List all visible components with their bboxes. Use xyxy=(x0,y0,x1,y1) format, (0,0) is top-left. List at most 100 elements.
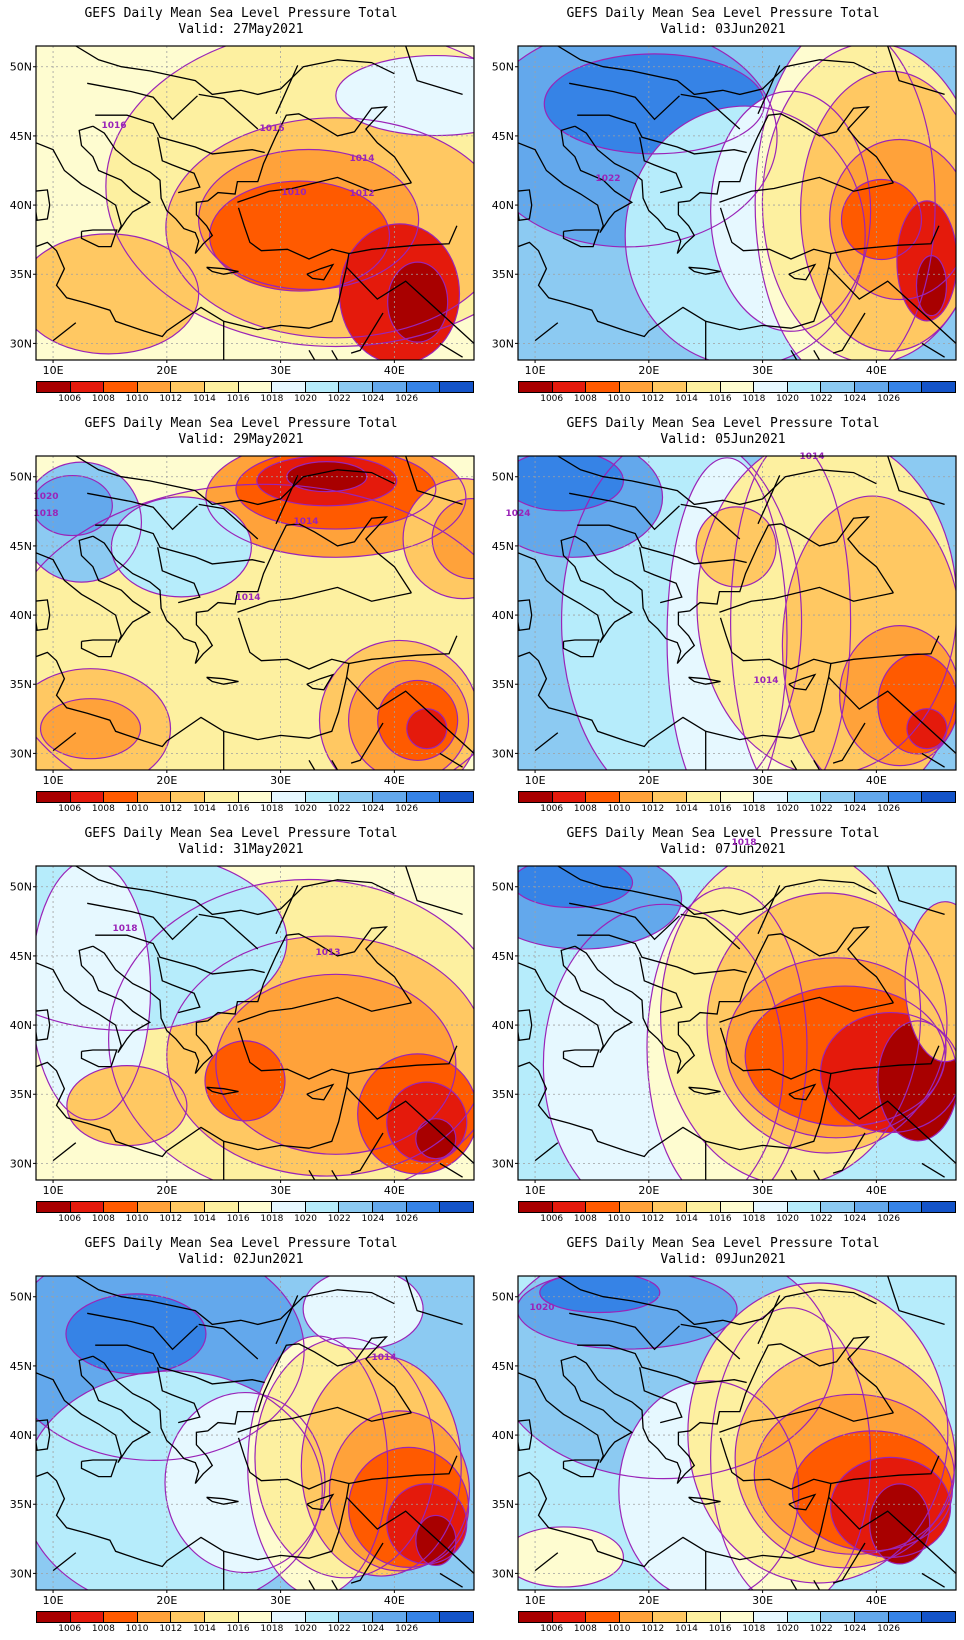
coastline-border xyxy=(921,342,945,358)
coastline-border xyxy=(92,926,412,1074)
coastline-border xyxy=(350,312,384,354)
isobar-label: 1018 xyxy=(33,509,58,519)
isobar-line xyxy=(518,866,634,909)
coastline-border xyxy=(306,263,335,281)
colorbar-label: 1016 xyxy=(708,1624,732,1634)
colorbar-swatch xyxy=(373,1202,407,1212)
isobar-label: 1012 xyxy=(349,189,374,199)
lat-tick-label: 40N xyxy=(10,1429,32,1442)
isobar-line xyxy=(840,178,923,261)
coastline-border xyxy=(790,1579,798,1590)
panel-title: GEFS Daily Mean Sea Level Pressure Total xyxy=(84,416,398,431)
colorbar-label: 1022 xyxy=(809,1624,833,1634)
coastline-border xyxy=(757,1295,781,1345)
coastline-border xyxy=(887,866,945,916)
lon-tick-label: 30E xyxy=(752,364,773,377)
colorbar-label: 1006 xyxy=(540,1624,564,1634)
colorbar-label: 1016 xyxy=(226,1624,250,1634)
colorbar-label: 1006 xyxy=(58,1214,82,1224)
isobar-label: 1022 xyxy=(595,174,620,184)
isobar-label: 1016 xyxy=(101,121,126,131)
colorbar-swatch xyxy=(205,382,239,392)
coastline-border xyxy=(308,759,316,770)
colorbar-label: 1016 xyxy=(708,1214,732,1224)
coastline-border xyxy=(36,189,51,222)
pressure-region xyxy=(518,866,633,908)
lat-tick-label: 30N xyxy=(492,747,514,760)
lat-tick-label: 50N xyxy=(10,1291,32,1304)
isobar-line xyxy=(734,1347,956,1569)
coastline-border xyxy=(639,547,683,604)
coastline-border xyxy=(518,617,832,748)
pressure-map: 1018 1013 50N 45N 40N 35N 30N 10E 20E 30E 40E xyxy=(10,865,475,1197)
pressure-region xyxy=(111,496,252,597)
isobar-label: 1018 xyxy=(731,838,756,848)
coastline-border xyxy=(308,1579,316,1590)
colorbar-swatch xyxy=(687,1202,721,1212)
isobar-label: 1014 xyxy=(293,517,318,527)
colorbar-label: 1020 xyxy=(294,804,317,814)
colorbar-swatch xyxy=(922,382,955,392)
isobar-line xyxy=(386,1081,468,1163)
map-frame xyxy=(517,1275,957,1591)
colorbar-swatch xyxy=(619,1202,654,1212)
lat-tick-label: 40N xyxy=(10,199,32,212)
panel-valid-date: Valid: 31May2021 xyxy=(178,842,304,857)
colorbar-label: 1012 xyxy=(641,1624,665,1634)
coastline-border xyxy=(887,46,945,96)
isobar-label: 1013 xyxy=(315,948,340,958)
colorbar-label: 1012 xyxy=(641,1214,665,1224)
coastline-border xyxy=(790,1169,798,1180)
colorbar-swatch xyxy=(552,1612,587,1622)
coastline-border xyxy=(518,1027,832,1158)
lat-tick-label: 40N xyxy=(492,199,514,212)
isobar-line xyxy=(518,456,664,558)
colorbar-label: 1020 xyxy=(294,1214,317,1224)
colorbar-label: 1016 xyxy=(708,804,732,814)
isobar-line xyxy=(561,456,803,770)
colorbar-label: 1010 xyxy=(607,394,631,404)
lon-tick-label: 30E xyxy=(270,364,291,377)
pressure-map: 1018 50N 45N 40N 35N 30N 10E 20E 30E 40E xyxy=(492,838,957,1197)
coastline-border xyxy=(346,266,474,344)
colorbar-swatch xyxy=(821,1202,856,1212)
map-frame xyxy=(517,865,957,1181)
coastline-border xyxy=(306,1083,335,1101)
colorbar-swatch xyxy=(205,792,239,802)
isobar-label: 1016 xyxy=(259,124,284,134)
colorbar-label: 1014 xyxy=(193,804,216,814)
coastline-border xyxy=(157,957,201,1014)
colorbar-swatch xyxy=(552,382,587,392)
colorbar-swatch xyxy=(70,382,105,392)
lat-tick-label: 35N xyxy=(492,1498,514,1511)
isobar-line xyxy=(36,866,288,1031)
isobar-line xyxy=(431,498,474,580)
isobar-line xyxy=(347,659,470,770)
colorbar-swatch xyxy=(519,1202,553,1212)
colorbar-swatch xyxy=(687,382,721,392)
isobar-line xyxy=(624,105,866,360)
coastline-border xyxy=(75,1276,395,1326)
lat-tick-label: 30N xyxy=(10,747,32,760)
pressure-map: 1022 50N 45N 40N 35N 30N 10E 20E 30E 40E xyxy=(492,45,957,377)
colorbar-label: 1022 xyxy=(327,1624,351,1634)
pressure-region xyxy=(335,55,474,136)
colorbar-label: 1024 xyxy=(843,394,867,404)
lon-tick-label: 20E xyxy=(156,364,177,377)
coastline-border xyxy=(405,456,463,506)
colorbar-swatch xyxy=(70,1202,105,1212)
colorbar-swatch xyxy=(888,382,923,392)
colorbar-swatch xyxy=(104,1612,138,1622)
lat-tick-label: 40N xyxy=(10,1019,32,1032)
isobar-line xyxy=(335,54,474,137)
coastline-border xyxy=(832,1542,866,1584)
panel-valid-date: Valid: 02Jun2021 xyxy=(178,1252,304,1267)
colorbar-swatch xyxy=(37,1612,71,1622)
colorbar-swatch xyxy=(272,1202,306,1212)
coastline-border xyxy=(719,176,894,203)
panel-title: GEFS Daily Mean Sea Level Pressure Total xyxy=(84,6,398,21)
colorbar-label: 1014 xyxy=(193,1624,216,1634)
coastline-border xyxy=(87,492,198,531)
lat-tick-label: 45N xyxy=(492,130,514,143)
coastline-border xyxy=(52,322,77,342)
